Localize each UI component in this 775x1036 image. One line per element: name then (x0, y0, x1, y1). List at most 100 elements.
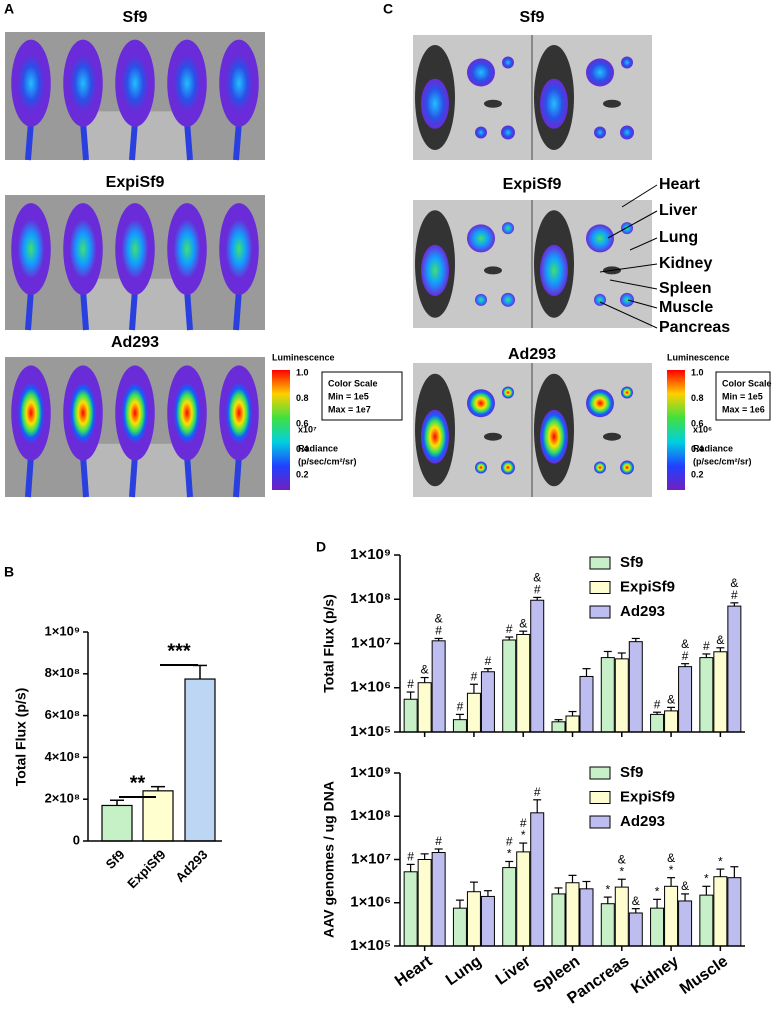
significance-marker: # (654, 697, 661, 711)
bar (551, 721, 566, 733)
mouse-tail (80, 454, 89, 498)
bar (600, 657, 615, 733)
significance-marker: # (682, 649, 689, 663)
significance-marker: & (681, 637, 689, 651)
mouse-signal (69, 219, 97, 279)
organ-signal (586, 224, 614, 253)
image-title: Sf9 (123, 9, 148, 26)
image-title: ExpiSf9 (106, 174, 165, 191)
x-tick-label: Ad293 (172, 847, 210, 885)
organ-label: Spleen (659, 280, 711, 297)
organ-signal (501, 125, 515, 140)
significance-marker: * (507, 847, 512, 861)
organ-signal (620, 460, 634, 475)
y-tick-label: 1×10⁸ (350, 807, 391, 824)
bar (516, 851, 531, 947)
mouse-tail (129, 289, 138, 331)
legend-label: Ad293 (620, 813, 665, 830)
mouse-tail (129, 454, 138, 498)
mouse-signal (225, 219, 253, 279)
bar (628, 641, 643, 733)
y-axis-label: AAV genomes / ug DNA (321, 781, 337, 938)
significance-marker: & (533, 571, 541, 585)
y-tick-label: 6×10⁸ (45, 707, 80, 722)
y-tick-label: 1×10⁹ (350, 546, 391, 563)
mouse-signal (69, 382, 97, 444)
bar (431, 852, 446, 947)
organ-signal (421, 78, 449, 129)
significance-marker: # (703, 639, 710, 653)
mouse-tail (233, 289, 242, 331)
bar (530, 599, 545, 733)
panel-label: D (316, 539, 326, 555)
bar (565, 715, 580, 733)
legend-label: Sf9 (620, 554, 643, 571)
mouse-tail (80, 121, 89, 161)
y-tick-label: 1×10⁹ (45, 623, 80, 638)
scale-box-text: Min = 1e5 (722, 391, 763, 401)
scale-multiplier: x10⁷ (298, 424, 317, 434)
mouse-tail (184, 454, 193, 498)
y-tick-label: 1×10⁹ (350, 764, 391, 781)
significance-marker: # (407, 850, 414, 864)
significance-marker: # (407, 677, 414, 691)
bar (466, 692, 481, 733)
scale-box (321, 371, 403, 421)
organ-signal (421, 409, 449, 464)
significance-label: *** (167, 640, 191, 662)
significance-marker: # (435, 834, 442, 848)
mouse-tail (129, 121, 138, 161)
mouse-tail (80, 289, 89, 331)
y-tick-label: 0 (73, 832, 80, 847)
organ-label: Pancreas (659, 319, 730, 336)
significance-marker: # (506, 835, 513, 849)
bar (502, 867, 517, 947)
bar (466, 891, 481, 947)
bar (664, 710, 679, 733)
scale-unit: Radiance (693, 443, 733, 453)
organ (603, 99, 621, 108)
x-tick-label: Kidney (628, 953, 682, 998)
scale-box-text: Max = 1e6 (722, 404, 765, 414)
scale-tick: 0.2 (296, 469, 309, 479)
significance-marker: * (521, 828, 526, 842)
bar (142, 790, 174, 842)
y-tick-label: 1×10⁸ (350, 590, 391, 607)
scale-title: Luminescence (272, 352, 335, 362)
scale-tick: 0.2 (691, 469, 704, 479)
significance-marker: # (520, 816, 527, 830)
mouse-signal (173, 382, 201, 444)
panel-label: C (383, 1, 393, 17)
organ-signal (475, 126, 487, 139)
legend-label: ExpiSf9 (620, 578, 675, 595)
significance-marker: & (667, 693, 675, 707)
significance-marker: & (681, 879, 689, 893)
bar (664, 885, 679, 947)
scale-box-text: Max = 1e7 (328, 404, 371, 414)
x-tick-label: Sf9 (103, 847, 128, 872)
bar (417, 682, 432, 733)
bar (516, 633, 531, 733)
organ-signal (502, 56, 514, 69)
leader-line (609, 279, 658, 290)
organ (484, 99, 502, 108)
bar (678, 900, 693, 947)
leader-line (607, 210, 658, 239)
legend-swatch (589, 605, 611, 619)
organ-signal (620, 292, 634, 307)
organ (484, 266, 502, 275)
bar (600, 903, 615, 947)
scale-tick: 0.8 (691, 393, 704, 403)
mouse-signal (225, 382, 253, 444)
x-tick-label: Liver (493, 953, 534, 989)
organ-signal (501, 292, 515, 307)
image-title: Ad293 (111, 334, 159, 351)
organ-signal (594, 461, 606, 474)
mouse-signal (17, 382, 45, 444)
scale-tick: 1.0 (691, 367, 704, 377)
mouse-tail (233, 121, 242, 161)
bar (713, 876, 728, 947)
organ-label: Lung (659, 229, 698, 246)
organ-signal (502, 222, 514, 235)
bar (650, 713, 665, 733)
